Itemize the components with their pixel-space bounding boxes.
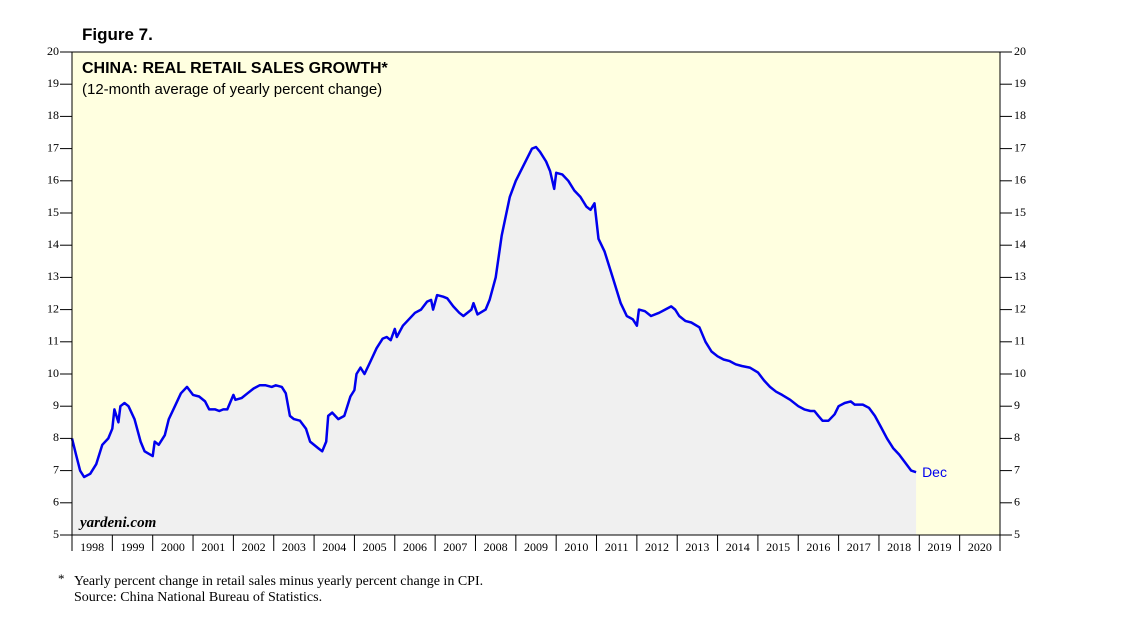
line bbox=[70, 145, 917, 479]
y2-tick-label: 18 bbox=[1014, 108, 1026, 122]
y2-tick-label: 7 bbox=[1014, 462, 1020, 476]
y-tick-label: 12 bbox=[47, 301, 59, 315]
y2-tick-label: 20 bbox=[1014, 44, 1026, 58]
y-tick-label: 10 bbox=[47, 366, 59, 380]
x-tick-label: 2005 bbox=[363, 540, 387, 554]
x-tick-label: 2013 bbox=[685, 540, 709, 554]
y-tick-label: 20 bbox=[47, 44, 59, 58]
y-tick-label: 7 bbox=[53, 462, 59, 476]
y2-tick-label: 9 bbox=[1014, 398, 1020, 412]
x-tick-label: 2003 bbox=[282, 540, 306, 554]
y2-tick-label: 8 bbox=[1014, 430, 1020, 444]
y-tick-label: 11 bbox=[47, 334, 59, 348]
x-tick-label: 2007 bbox=[443, 540, 467, 554]
x-tick-label: 2001 bbox=[201, 540, 225, 554]
chart-title: CHINA: REAL RETAIL SALES GROWTH* bbox=[82, 60, 389, 77]
x-tick-label: 2009 bbox=[524, 540, 548, 554]
x-tick-label: 2000 bbox=[161, 540, 185, 554]
y2-tick-label: 13 bbox=[1014, 269, 1026, 283]
y-tick-label: 9 bbox=[53, 398, 59, 412]
x-tick-label: 2010 bbox=[564, 540, 588, 554]
y2-tick-label: 16 bbox=[1014, 173, 1026, 187]
x-tick-label: 2018 bbox=[887, 540, 911, 554]
x-tick-label: 2006 bbox=[403, 540, 427, 554]
x-tick-label: 2017 bbox=[847, 540, 871, 554]
end-annotation: Dec bbox=[922, 464, 947, 480]
y-tick-label: 19 bbox=[47, 76, 59, 90]
y2-tick-label: 15 bbox=[1014, 205, 1026, 219]
x-tick-label: 2008 bbox=[484, 540, 508, 554]
y-tick-label: 6 bbox=[53, 495, 59, 509]
y2-tick-label: 19 bbox=[1014, 76, 1026, 90]
chart-subtitle: (12-month average of yearly percent chan… bbox=[82, 81, 382, 98]
source: Source: China National Bureau of Statist… bbox=[74, 590, 322, 605]
plot-frame bbox=[71, 51, 1001, 536]
x-tick-label: 1998 bbox=[80, 540, 104, 554]
y2-tick-label: 11 bbox=[1014, 334, 1026, 348]
y-tick-label: 18 bbox=[47, 108, 59, 122]
plot-layer: Dec bbox=[70, 145, 947, 535]
y-tick-label: 14 bbox=[47, 237, 59, 251]
y2-tick-label: 12 bbox=[1014, 301, 1026, 315]
y-tick-label: 5 bbox=[53, 527, 59, 541]
y-tick-label: 17 bbox=[47, 140, 59, 154]
footnote: Yearly percent change in retail sales mi… bbox=[74, 574, 483, 589]
x-tick-label: 2012 bbox=[645, 540, 669, 554]
figure-label: Figure 7. bbox=[82, 25, 153, 44]
y-tick-label: 15 bbox=[47, 205, 59, 219]
x-tick-label: 1999 bbox=[121, 540, 145, 554]
x-tick-label: 2019 bbox=[927, 540, 951, 554]
y-tick-label: 16 bbox=[47, 173, 59, 187]
y2-tick-label: 6 bbox=[1014, 495, 1020, 509]
x-tick-label: 2020 bbox=[968, 540, 992, 554]
area bbox=[72, 147, 917, 535]
watermark: yardeni.com bbox=[78, 515, 156, 531]
x-tick-label: 2015 bbox=[766, 540, 790, 554]
y-tick-label: 13 bbox=[47, 269, 59, 283]
x-tick-label: 2016 bbox=[806, 540, 830, 554]
y2-tick-label: 17 bbox=[1014, 140, 1026, 154]
y2-tick-label: 10 bbox=[1014, 366, 1026, 380]
y2-tick-label: 14 bbox=[1014, 237, 1026, 251]
x-tick-label: 2014 bbox=[726, 540, 750, 554]
x-tick-label: 2004 bbox=[322, 540, 346, 554]
footnote-marker: * bbox=[58, 571, 65, 586]
x-tick-label: 2002 bbox=[242, 540, 266, 554]
y-tick-label: 8 bbox=[53, 430, 59, 444]
y2-tick-label: 5 bbox=[1014, 527, 1020, 541]
x-tick-label: 2011 bbox=[605, 540, 629, 554]
